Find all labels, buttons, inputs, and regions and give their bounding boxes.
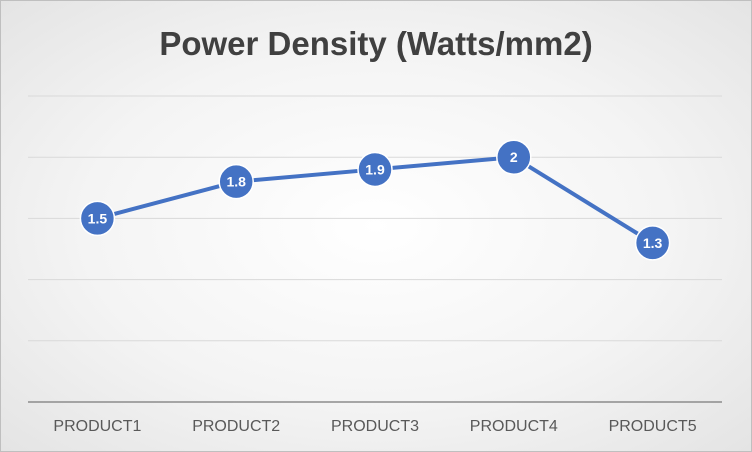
data-label-2: 1.8 bbox=[226, 174, 246, 190]
data-label-3: 1.9 bbox=[365, 161, 385, 177]
x-tick-label-1: PRODUCT1 bbox=[53, 418, 141, 435]
x-tick-label-3: PRODUCT3 bbox=[331, 418, 419, 435]
x-tick-label-2: PRODUCT2 bbox=[192, 418, 280, 435]
chart-title: Power Density (Watts/mm2) bbox=[159, 25, 593, 62]
data-point-4 bbox=[496, 139, 532, 175]
data-label-1: 1.5 bbox=[88, 210, 108, 226]
x-tick-label-5: PRODUCT5 bbox=[609, 418, 697, 435]
data-point-2 bbox=[218, 163, 254, 200]
data-point-5 bbox=[634, 225, 671, 261]
data-label-4: 2 bbox=[510, 149, 518, 165]
data-point-3 bbox=[357, 151, 393, 188]
data-point-1 bbox=[79, 200, 116, 237]
data-label-5: 1.3 bbox=[643, 235, 663, 251]
x-tick-label-4: PRODUCT4 bbox=[470, 418, 558, 435]
